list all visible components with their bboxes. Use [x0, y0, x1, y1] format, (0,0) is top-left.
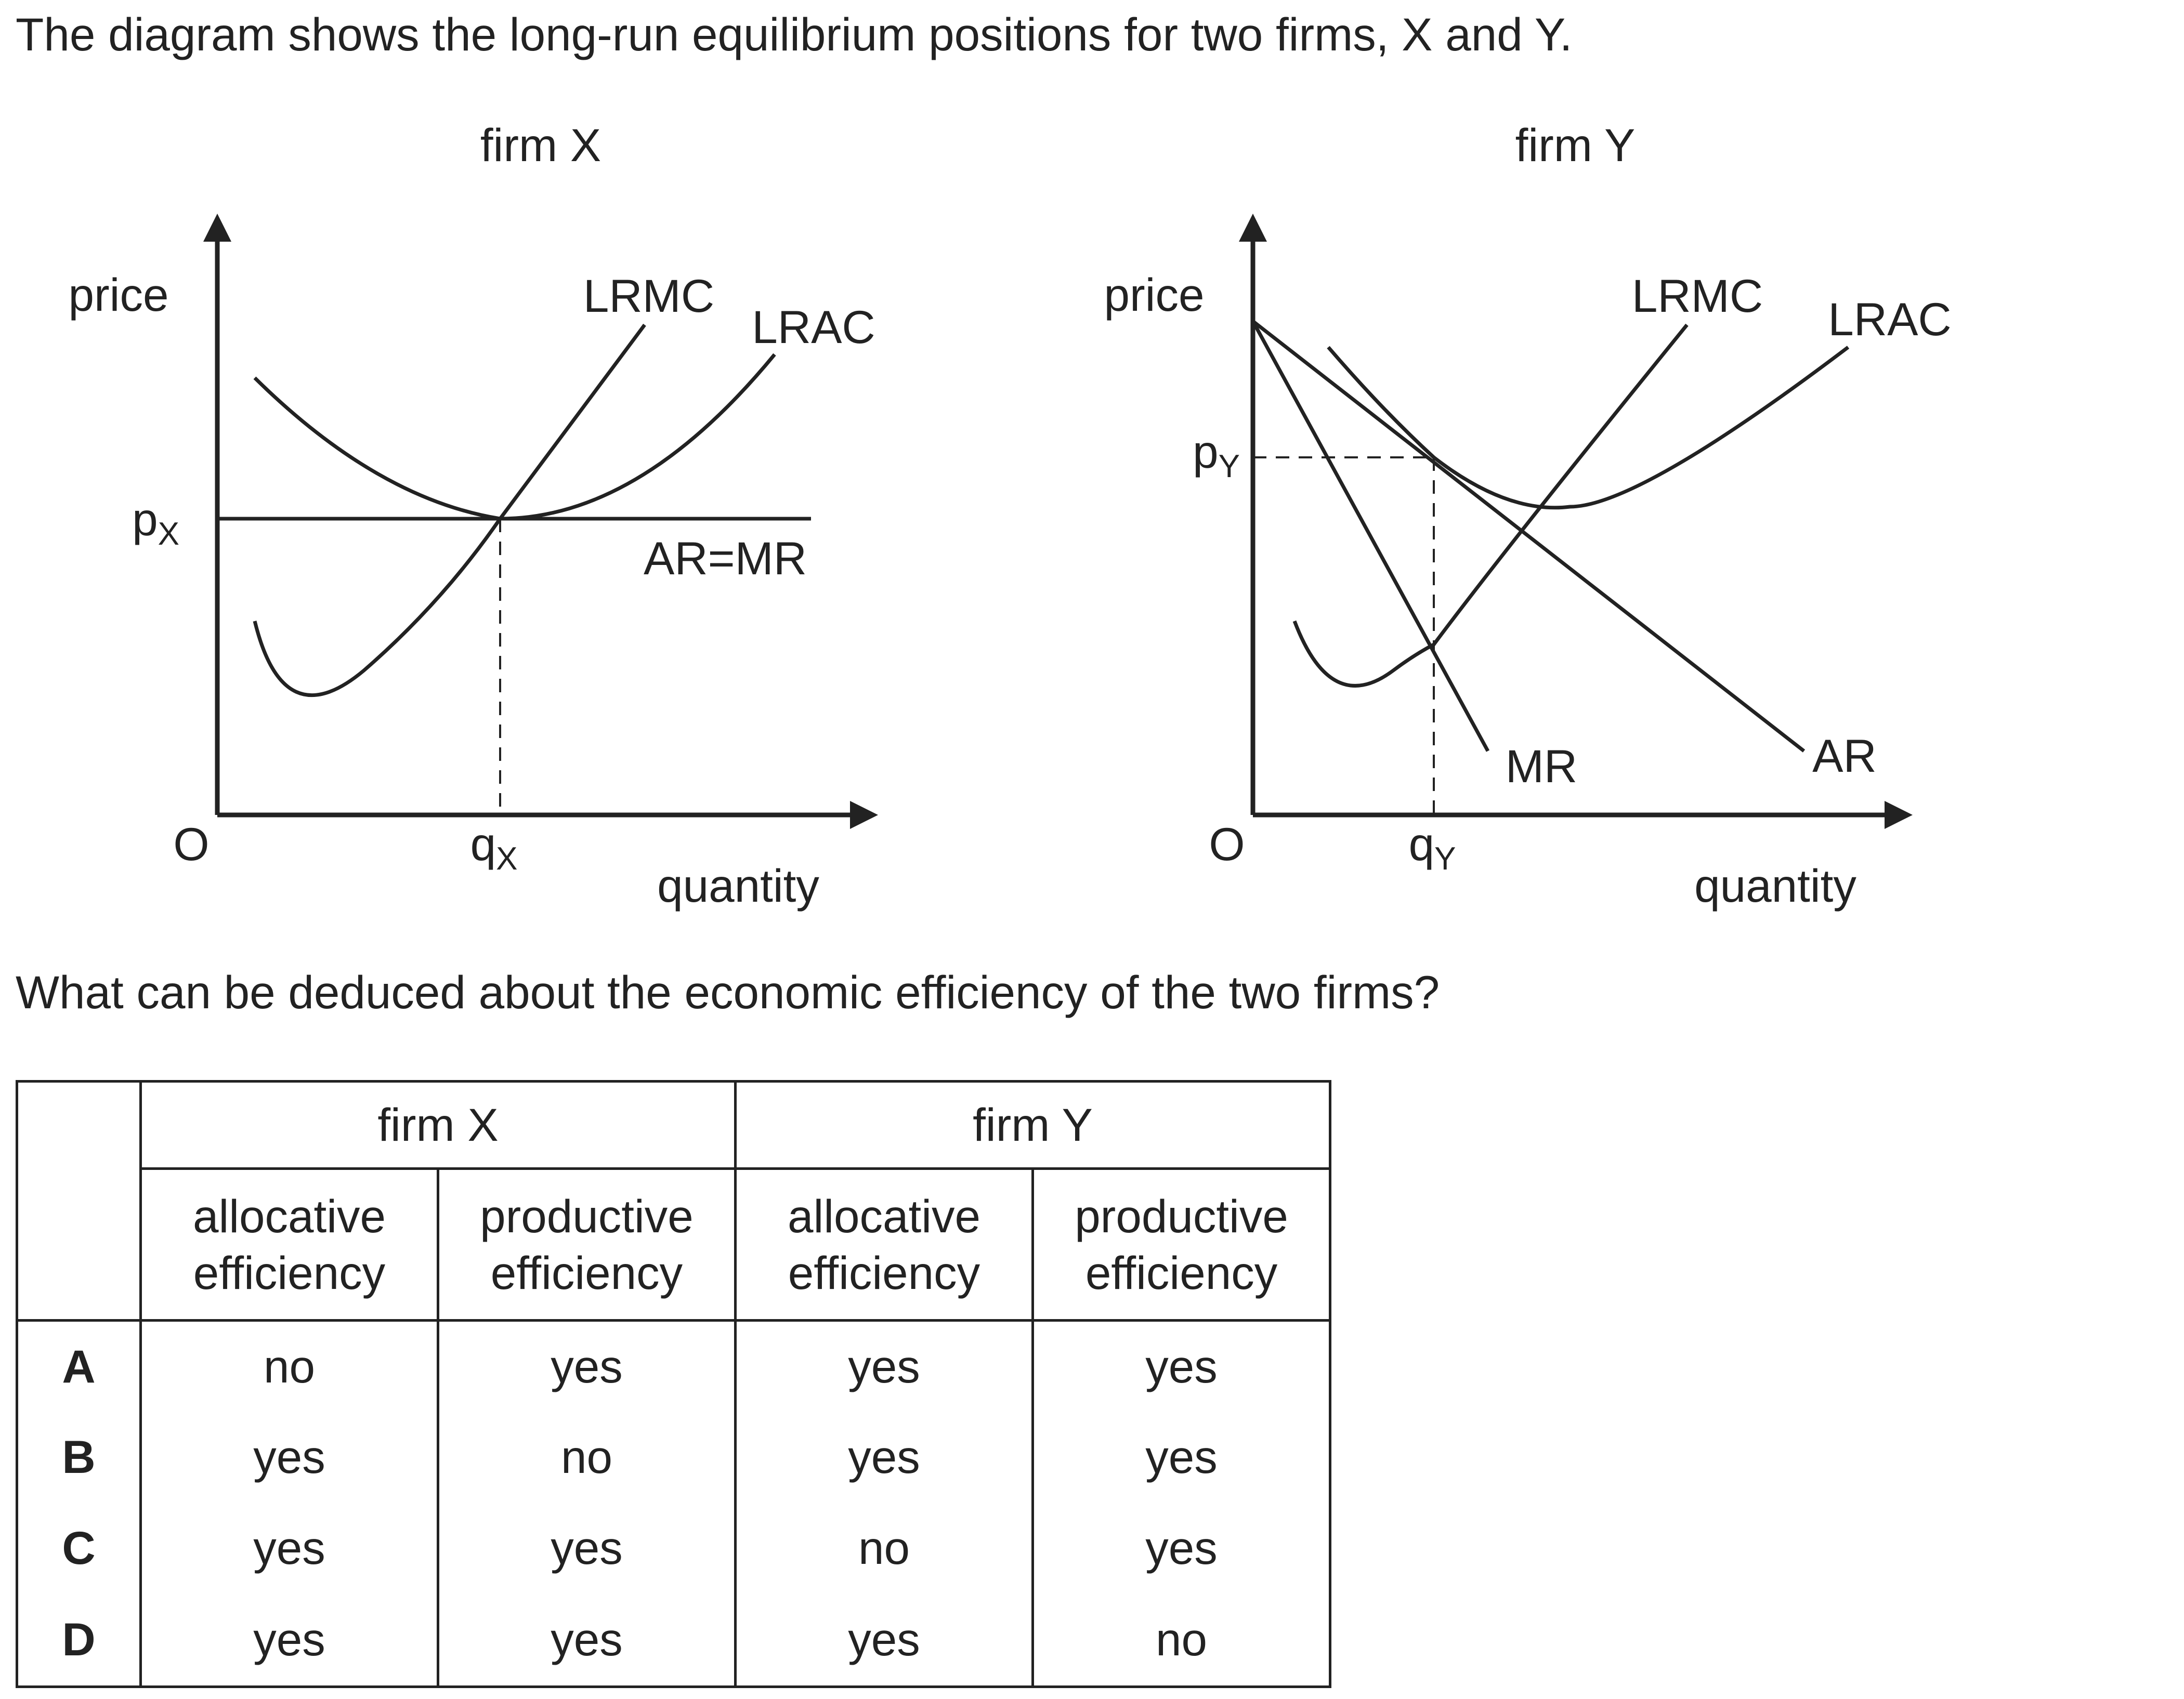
option-row-c[interactable]: C yes yes no yes	[16, 1502, 1332, 1593]
option-letter: B	[16, 1411, 142, 1503]
question-text: What can be deduced about the economic e…	[16, 966, 1440, 1018]
firm-y-allocative-header: allocative efficiency	[734, 1167, 1034, 1322]
table-cell: yes	[139, 1411, 439, 1503]
firm-y-diagram: firm Y price O pY qY AR MR LRAC LRMC	[1104, 119, 1952, 877]
firm-y-lrmc-label: LRMC	[1632, 270, 1763, 322]
firm-x-group-header: firm X	[139, 1080, 737, 1170]
firm-x-diagram: firm X price O AR=MR pX qX LRAC LRMC	[69, 119, 878, 877]
firm-x-productive-header: productive efficiency	[437, 1167, 737, 1322]
option-letter: A	[16, 1320, 142, 1412]
table-cell: yes	[437, 1320, 737, 1412]
intro-text: The diagram shows the long-run equilibri…	[16, 8, 1573, 60]
firm-x-allocative-header: allocative efficiency	[139, 1167, 439, 1322]
option-row-a[interactable]: A no yes yes yes	[16, 1320, 1332, 1412]
firm-y-price-label: pY	[1193, 426, 1240, 484]
table-cell: yes	[1031, 1411, 1332, 1503]
table-cell: yes	[734, 1593, 1034, 1688]
firm-y-group-header: firm Y	[734, 1080, 1332, 1170]
table-cell: yes	[437, 1502, 737, 1593]
firm-x-ar-mr-label: AR=MR	[644, 532, 807, 584]
table-cell: yes	[1031, 1502, 1332, 1593]
table-corner-cell	[16, 1080, 142, 1322]
table-cell: yes	[139, 1502, 439, 1593]
firm-y-quantity-label: qY	[1409, 818, 1456, 877]
firm-y-productive-header: productive efficiency	[1031, 1167, 1332, 1322]
firm-x-quantity-label: qX	[470, 818, 518, 877]
table-cell: yes	[139, 1593, 439, 1688]
table-sub-header-row: allocative efficiency productive efficienc…	[17, 1167, 1332, 1322]
firm-y-price-axis-label: price	[1104, 269, 1205, 321]
table-cell: no	[139, 1320, 439, 1412]
table-cell: no	[437, 1411, 737, 1503]
firm-y-quantity-axis-label: quantity	[1694, 860, 1856, 912]
firm-y-title: firm Y	[1515, 119, 1636, 171]
table-group-header-row: firm X firm Y	[16, 1080, 1332, 1322]
table-cell: yes	[1031, 1320, 1332, 1412]
firm-y-lrac-curve	[1327, 346, 1850, 510]
firm-y-ar-line	[1251, 320, 1806, 753]
table-cell: no	[734, 1502, 1034, 1593]
firm-x-price-axis-label: price	[69, 269, 169, 321]
firm-x-lrac-curve	[253, 353, 776, 521]
diagrams-figure: firm X price O AR=MR pX qX LRAC LRMC fir…	[69, 119, 1952, 912]
option-letter: D	[16, 1593, 142, 1688]
firm-y-origin-label: O	[1209, 818, 1245, 870]
option-row-d[interactable]: D yes yes yes no	[16, 1593, 1332, 1688]
firm-y-mr-label: MR	[1506, 740, 1577, 792]
answer-options-table: firm X firm Y allocative efficiency produ…	[16, 1080, 1332, 1688]
firm-y-lrac-label: LRAC	[1828, 293, 1951, 345]
firm-y-mr-line	[1251, 320, 1490, 752]
firm-x-price-label: pX	[132, 493, 179, 552]
firm-x-quantity-axis-label: quantity	[657, 860, 819, 912]
firm-x-origin-label: O	[173, 818, 209, 870]
table-cell: yes	[437, 1593, 737, 1688]
table-cell: yes	[734, 1320, 1034, 1412]
firm-x-title: firm X	[480, 119, 601, 171]
firm-x-lrac-label: LRAC	[752, 301, 875, 353]
firm-x-lrmc-curve	[253, 323, 646, 697]
table-cell: yes	[734, 1411, 1034, 1503]
firm-y-lrmc-curve	[1292, 323, 1689, 688]
option-row-b[interactable]: B yes no yes yes	[16, 1411, 1332, 1503]
firm-x-lrmc-label: LRMC	[583, 270, 714, 322]
table-cell: no	[1031, 1593, 1332, 1688]
option-letter: C	[16, 1502, 142, 1593]
firm-y-ar-label: AR	[1812, 730, 1877, 782]
